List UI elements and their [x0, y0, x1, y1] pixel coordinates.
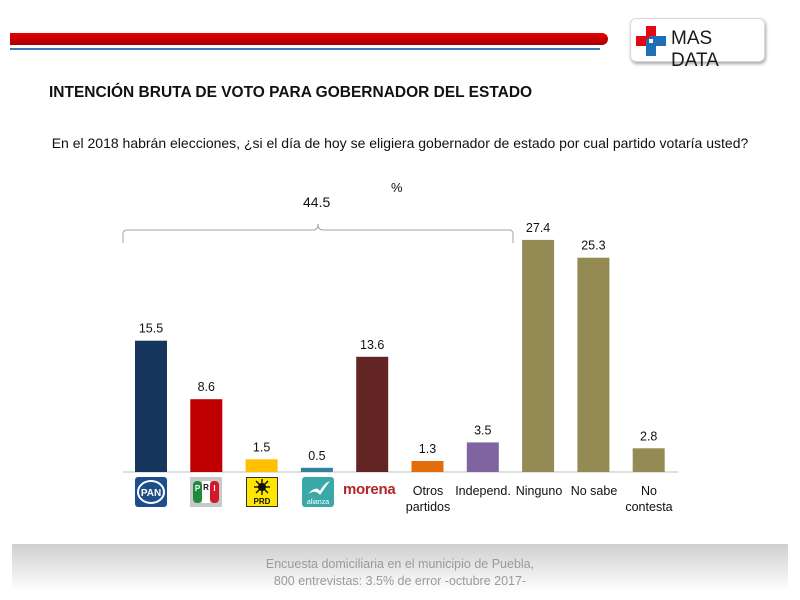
svg-text:PAN: PAN [141, 488, 161, 499]
x-tick-label-no-sabe: No sabe [570, 484, 618, 498]
bar-no-sabe [577, 257, 610, 472]
pan-logo-icon: PAN [135, 477, 167, 507]
svg-text:alianza: alianza [307, 499, 329, 506]
bar-ninguno [522, 239, 555, 472]
value-label-prd: 1.5 [253, 440, 270, 454]
bracket-total-label: 44.5 [303, 194, 331, 210]
pri-logo-icon: P R I [190, 477, 222, 507]
brand-logo: MAS DATA [630, 18, 765, 71]
svg-text:PRD: PRD [254, 497, 271, 506]
bracket-annotation [122, 223, 514, 243]
value-label-otros-partidos: 1.3 [419, 442, 436, 456]
unit-label: % [391, 180, 403, 195]
footer-band [12, 544, 788, 592]
value-label-pri: 8.6 [198, 380, 215, 394]
value-label-ninguno: 27.4 [526, 221, 550, 235]
brand-name: MAS DATA [671, 28, 719, 71]
footer-note: Encuesta domiciliaria en el municipio de… [0, 556, 800, 590]
svg-text:P: P [195, 484, 201, 493]
alianza-logo-icon: alianza [302, 477, 334, 507]
bar-otros-partidos [411, 461, 444, 472]
value-label-no-sabe: 25.3 [581, 239, 605, 253]
bar-independ- [466, 442, 499, 472]
footer-line-1: Encuesta domiciliaria en el municipio de… [265, 557, 535, 571]
x-tick-label-independ: Independ. [455, 484, 511, 498]
page-title: INTENCIÓN BRUTA DE VOTO PARA GOBERNADOR … [49, 84, 533, 101]
bar-prd [245, 459, 278, 472]
bar-nueva-alianza [300, 467, 333, 472]
footer-line-2: 800 entrevistas: 3.5% de error -octubre … [273, 574, 527, 588]
bar-pan [135, 340, 167, 472]
value-label-nueva-alianza: 0.5 [308, 449, 325, 463]
value-label-no-contesta: 2.8 [640, 429, 657, 443]
x-tick-label-no-contesta: No contesta [625, 484, 673, 514]
header-blue-line [10, 48, 600, 50]
svg-text:I: I [213, 484, 215, 493]
bar-pri [190, 399, 223, 472]
bar-morena [356, 356, 389, 472]
cross-logo-icon [636, 26, 666, 56]
prd-logo-icon: PRD [246, 477, 278, 507]
value-label-pan: 15.5 [139, 322, 163, 336]
x-tick-label-ninguno: Ninguno [515, 484, 563, 498]
morena-logo: morena [343, 481, 396, 498]
bar-no-contesta [632, 448, 665, 472]
value-label-morena: 13.6 [360, 338, 384, 352]
value-label-independ-: 3.5 [474, 423, 491, 437]
survey-question: En el 2018 habrán elecciones, ¿si el día… [51, 135, 749, 151]
svg-text:R: R [203, 483, 209, 492]
header-red-bar [10, 33, 608, 45]
